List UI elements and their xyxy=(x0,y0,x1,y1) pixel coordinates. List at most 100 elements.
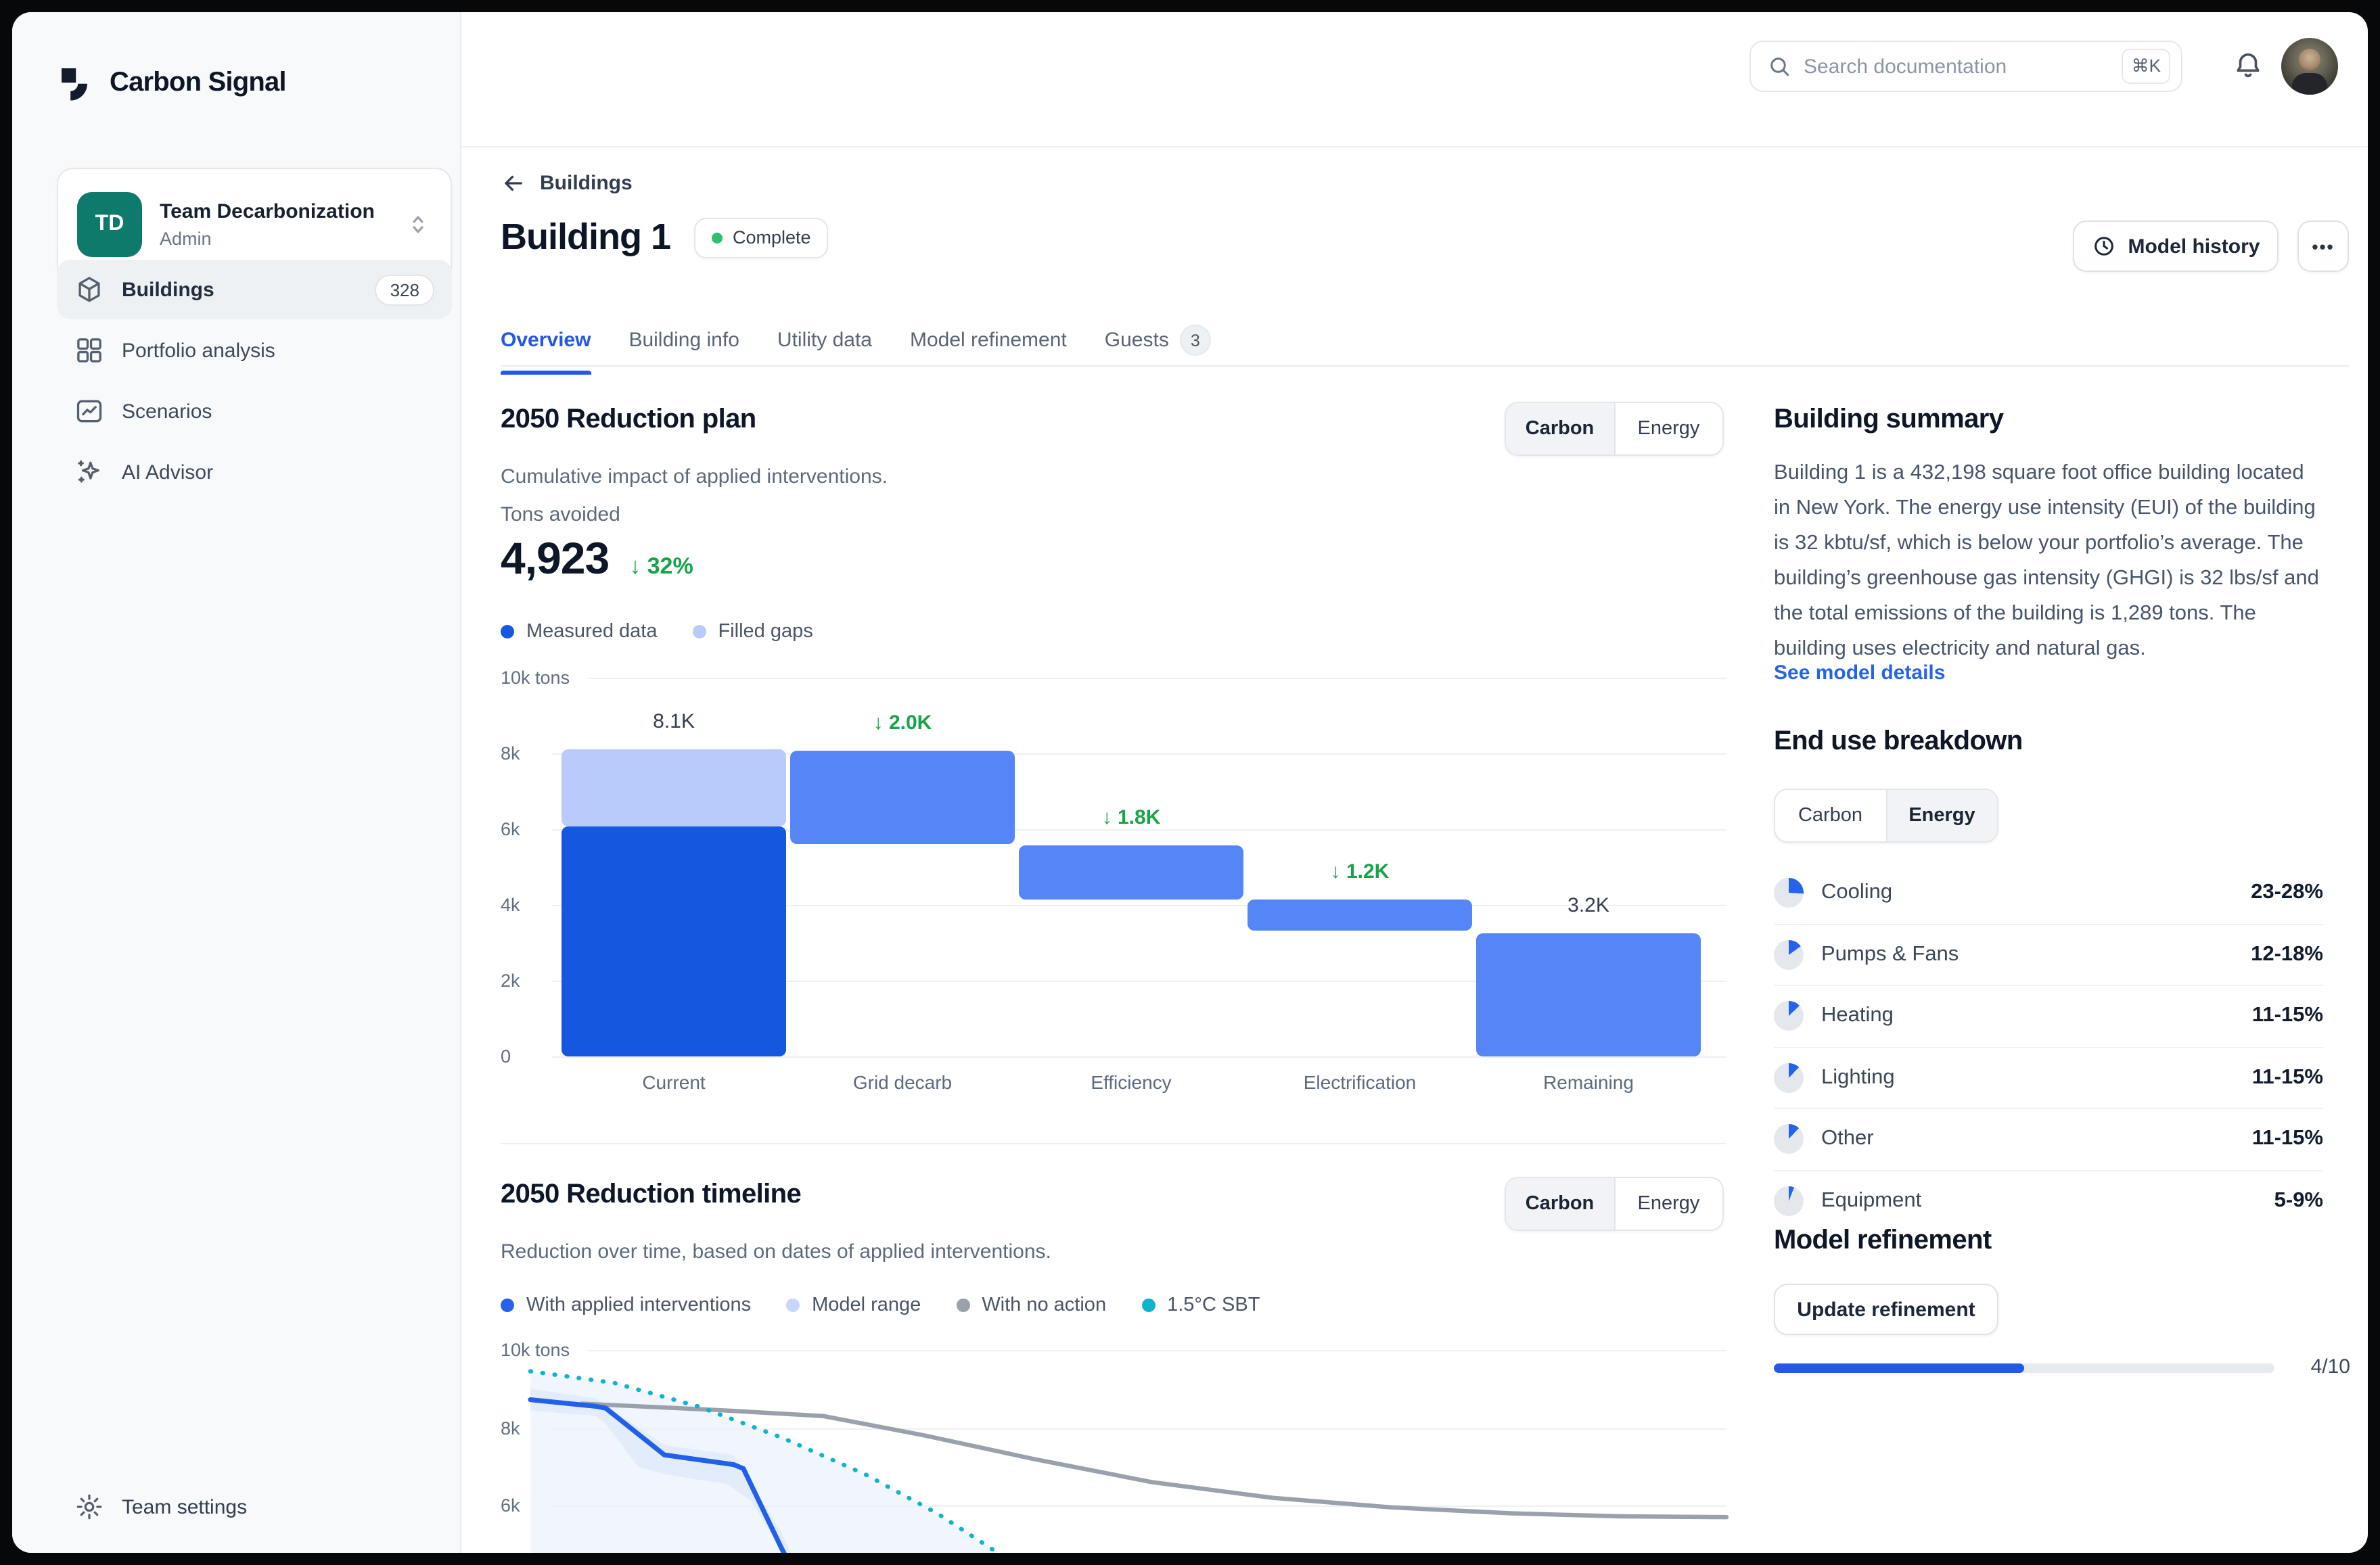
waterfall-bar-grid-decarb xyxy=(790,751,1015,844)
end-use-row-equipment: Equipment 5-9% xyxy=(1774,1170,2323,1231)
bell-icon[interactable] xyxy=(2233,50,2264,81)
waterfall-bar-label: 8.1K xyxy=(653,709,695,733)
pie-icon xyxy=(1774,878,1804,908)
sidebar: Carbon Signal TD Team Decarbonization Ad… xyxy=(12,12,461,1553)
y-axis-tick: 0 xyxy=(501,1046,511,1067)
user-avatar[interactable] xyxy=(2281,38,2338,95)
legend-label: Model range xyxy=(812,1294,921,1316)
legend-dot-icon xyxy=(692,625,706,638)
end-use-row-other: Other 11-15% xyxy=(1774,1108,2323,1169)
grid-icon xyxy=(74,335,104,365)
legend-label: With applied interventions xyxy=(526,1294,752,1316)
end-use-label: Equipment xyxy=(1821,1188,1922,1211)
topbar-divider xyxy=(461,146,2368,147)
team-name: Team Decarbonization xyxy=(160,200,375,223)
end-use-divider xyxy=(1774,1108,2323,1110)
x-axis-category-label: Electrification xyxy=(1303,1071,1417,1093)
search-input[interactable] xyxy=(1804,55,2110,78)
gridline xyxy=(587,1350,1726,1351)
pie-icon xyxy=(1774,1124,1804,1154)
sidebar-item-team-settings[interactable]: Team settings xyxy=(74,1492,247,1522)
waterfall-bar-efficiency xyxy=(1019,845,1243,900)
legend-dot-icon xyxy=(1141,1299,1155,1312)
see-model-details-link[interactable]: See model details xyxy=(1774,661,1946,684)
end-use-label: Pumps & Fans xyxy=(1821,942,1959,965)
status-label: Complete xyxy=(733,227,811,248)
y-axis-tick: 8k xyxy=(501,1418,520,1438)
breadcrumb[interactable]: Buildings xyxy=(501,170,633,196)
reduction-timeline-title: 2050 Reduction timeline xyxy=(501,1179,802,1209)
tab-overview[interactable]: Overview xyxy=(501,325,591,375)
legend-dot-icon xyxy=(956,1299,970,1312)
end-use-value: 11-15% xyxy=(2251,1004,2323,1027)
y-axis-tick: 6k xyxy=(501,1495,520,1516)
end-use-value: 11-15% xyxy=(2251,1065,2323,1088)
waterfall-bar-electrification xyxy=(1248,900,1472,931)
applied-interventions-line xyxy=(528,1397,787,1553)
pie-icon xyxy=(1774,1062,1804,1092)
legend-item-measured-data: Measured data xyxy=(501,621,657,643)
legend-item-model-range: Model range xyxy=(786,1294,921,1316)
y-axis-tick: 8k xyxy=(501,743,520,764)
tab-building-info[interactable]: Building info xyxy=(628,325,739,375)
tab-guests[interactable]: Guests 3 xyxy=(1105,325,1211,375)
end-use-divider xyxy=(1774,1046,2323,1048)
tab-model-refinement[interactable]: Model refinement xyxy=(910,325,1067,375)
end-use-toggle-energy[interactable]: Energy xyxy=(1885,790,1997,841)
plan-toggle-energy[interactable]: Energy xyxy=(1614,403,1722,454)
end-use-label: Lighting xyxy=(1821,1065,1895,1088)
sidebar-item-portfolio-analysis[interactable]: Portfolio analysis xyxy=(57,321,452,380)
reduction-timeline-toggle: Carbon Energy xyxy=(1505,1177,1724,1231)
plan-toggle-carbon[interactable]: Carbon xyxy=(1506,403,1614,454)
sbt-dotted-line xyxy=(528,1369,1001,1553)
sidebar-item-ai-advisor[interactable]: AI Advisor xyxy=(57,442,452,502)
plan-legend: Measured data Filled gaps xyxy=(501,621,813,643)
no-action-line xyxy=(579,1401,1729,1520)
legend-label: Filled gaps xyxy=(718,621,813,643)
search-shortcut-badge: ⌘K xyxy=(2122,49,2170,84)
refinement-progress-label: 4/10 xyxy=(2310,1355,2350,1378)
search-box: ⌘K xyxy=(1749,41,2182,92)
breadcrumb-label: Buildings xyxy=(540,172,633,195)
tab-label: Overview xyxy=(501,329,591,352)
building-summary-body: Building 1 is a 432,198 square foot offi… xyxy=(1774,461,2319,660)
y-axis-tick: 6k xyxy=(501,818,520,839)
end-use-toggle-carbon[interactable]: Carbon xyxy=(1798,805,1863,826)
sparkles-icon xyxy=(74,457,104,487)
sidebar-item-label: Buildings xyxy=(122,278,214,301)
app-window: Carbon Signal TD Team Decarbonization Ad… xyxy=(12,12,2368,1553)
end-use-divider xyxy=(1774,985,2323,987)
x-axis-category-label: Current xyxy=(642,1071,706,1093)
more-button[interactable]: ••• xyxy=(2297,220,2349,272)
tabs-border xyxy=(501,365,2349,367)
clock-icon xyxy=(2091,234,2115,258)
x-axis-category-label: Remaining xyxy=(1543,1071,1634,1093)
chart-frame-icon xyxy=(74,396,104,426)
back-arrow-icon xyxy=(501,170,526,196)
tab-label: Guests xyxy=(1104,329,1169,352)
sidebar-item-buildings[interactable]: Buildings 328 xyxy=(57,260,452,319)
sidebar-nav: Buildings 328 Portfolio analysis Scenarios A… xyxy=(57,260,452,503)
legend-item-filled-gaps: Filled gaps xyxy=(692,621,813,643)
timeline-toggle-energy[interactable]: Energy xyxy=(1614,1178,1722,1230)
sidebar-item-scenarios[interactable]: Scenarios xyxy=(57,381,452,441)
gridline xyxy=(552,904,1726,906)
end-use-label: Cooling xyxy=(1821,881,1893,904)
waterfall-bar-label: ↓ 1.8K xyxy=(1101,806,1161,830)
model-history-button[interactable]: Model history xyxy=(2073,220,2279,272)
update-refinement-button[interactable]: Update refinement xyxy=(1774,1284,1998,1335)
tab-bar: Overview Building info Utility data Model r… xyxy=(501,325,1211,375)
sidebar-item-badge: 328 xyxy=(375,274,434,305)
end-use-value: 12-18% xyxy=(2251,942,2323,965)
chevron-updown-icon xyxy=(405,211,432,238)
gear-icon xyxy=(74,1492,104,1522)
metric-label: Tons avoided xyxy=(501,503,620,526)
timeline-toggle-carbon[interactable]: Carbon xyxy=(1506,1178,1614,1230)
metric-value: 4,923 xyxy=(501,533,610,583)
model-range-band xyxy=(530,1388,791,1553)
gridline xyxy=(552,980,1726,982)
pie-icon xyxy=(1774,1186,1804,1215)
sidebar-item-label: Scenarios xyxy=(122,400,212,423)
tab-utility-data[interactable]: Utility data xyxy=(777,325,872,375)
reduction-timeline-subtitle: Reduction over time, based on dates of a… xyxy=(501,1240,1051,1263)
